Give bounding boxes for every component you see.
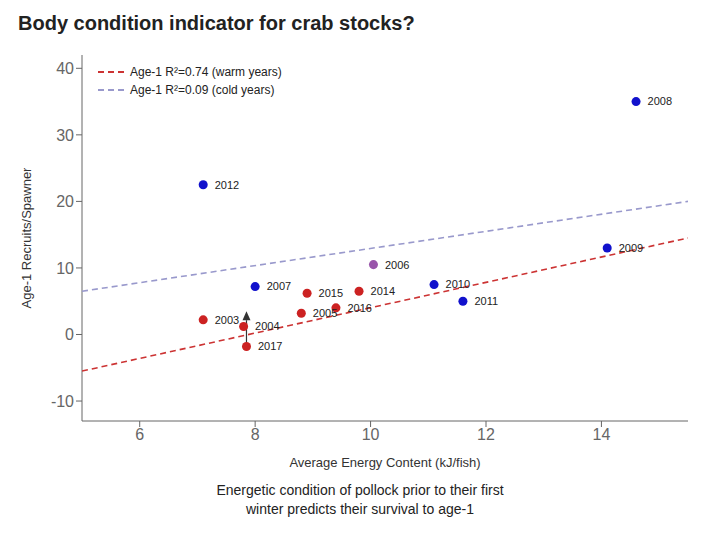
- html-text:Energetic condition of pollock: Energetic condition of pollock prior to …: [216, 482, 504, 517]
- svg-text:2003: 2003: [215, 314, 239, 326]
- svg-text:2016: 2016: [347, 302, 371, 314]
- svg-text:6: 6: [135, 426, 144, 443]
- svg-text:2006: 2006: [385, 259, 409, 271]
- svg-text:2007: 2007: [267, 280, 291, 292]
- html-text:Age-1 R²=0.74 (warm years): Age-1 R²=0.74 (warm years): [130, 65, 282, 79]
- svg-text:20: 20: [56, 193, 74, 210]
- svg-text:2017: 2017: [258, 340, 282, 352]
- html-text:Age-1 R²=0.09 (cold years): Age-1 R²=0.09 (cold years): [130, 83, 275, 97]
- html-text:Body condition indicator for c: Body condition indicator for crab stocks…: [18, 12, 415, 34]
- svg-text:10: 10: [56, 260, 74, 277]
- svg-text:0: 0: [65, 326, 74, 343]
- svg-text:2009: 2009: [619, 242, 643, 254]
- svg-text:2015: 2015: [319, 287, 343, 299]
- svg-text:30: 30: [56, 127, 74, 144]
- svg-text:12: 12: [477, 426, 495, 443]
- svg-text:2010: 2010: [446, 278, 470, 290]
- svg-text:-10: -10: [51, 393, 74, 410]
- svg-text:2008: 2008: [648, 95, 672, 107]
- svg-text:8: 8: [251, 426, 260, 443]
- svg-text:Average Energy Content (kJ/fis: Average Energy Content (kJ/fish): [289, 455, 480, 470]
- svg-text:2014: 2014: [371, 285, 395, 297]
- svg-text:2011: 2011: [474, 295, 498, 307]
- svg-text:2012: 2012: [215, 179, 239, 191]
- svg-text:2004: 2004: [255, 320, 279, 332]
- svg-text:10: 10: [362, 426, 380, 443]
- svg-text:Age-1 Recruits/Spawner: Age-1 Recruits/Spawner: [19, 167, 34, 309]
- svg-text:40: 40: [56, 60, 74, 77]
- svg-text:14: 14: [593, 426, 611, 443]
- svg-text:2005: 2005: [313, 307, 337, 319]
